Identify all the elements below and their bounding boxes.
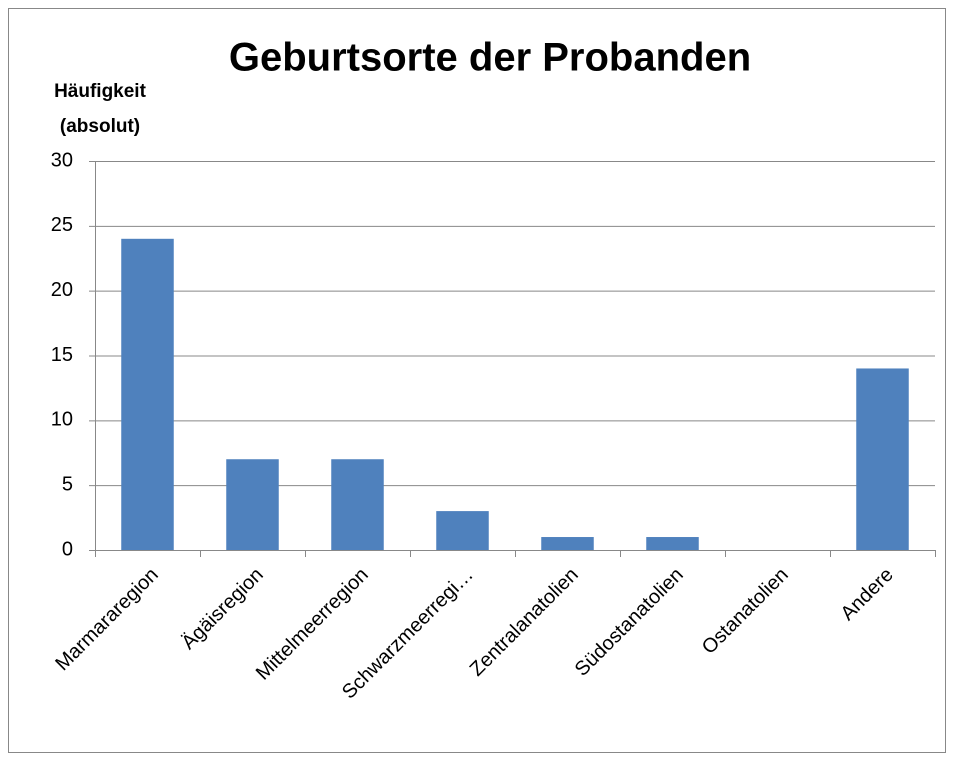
bar — [226, 459, 279, 550]
bar — [331, 459, 384, 550]
y-tick-label: 25 — [51, 214, 73, 236]
y-tick-label: 5 — [62, 473, 73, 495]
y-tick-label: 20 — [51, 279, 73, 301]
bar — [541, 537, 594, 550]
y-axis-label: (absolut) — [60, 116, 140, 137]
chart-title: Geburtsorte der Probanden — [229, 36, 751, 80]
y-axis-label: Häufigkeit — [54, 81, 147, 102]
y-tick-label: 0 — [62, 538, 73, 560]
bar — [436, 511, 489, 550]
bar — [646, 537, 699, 550]
y-tick-label: 30 — [51, 149, 73, 171]
y-tick-label: 10 — [51, 409, 73, 431]
bar — [856, 368, 909, 550]
bar — [121, 238, 174, 551]
y-tick-label: 15 — [51, 344, 73, 366]
